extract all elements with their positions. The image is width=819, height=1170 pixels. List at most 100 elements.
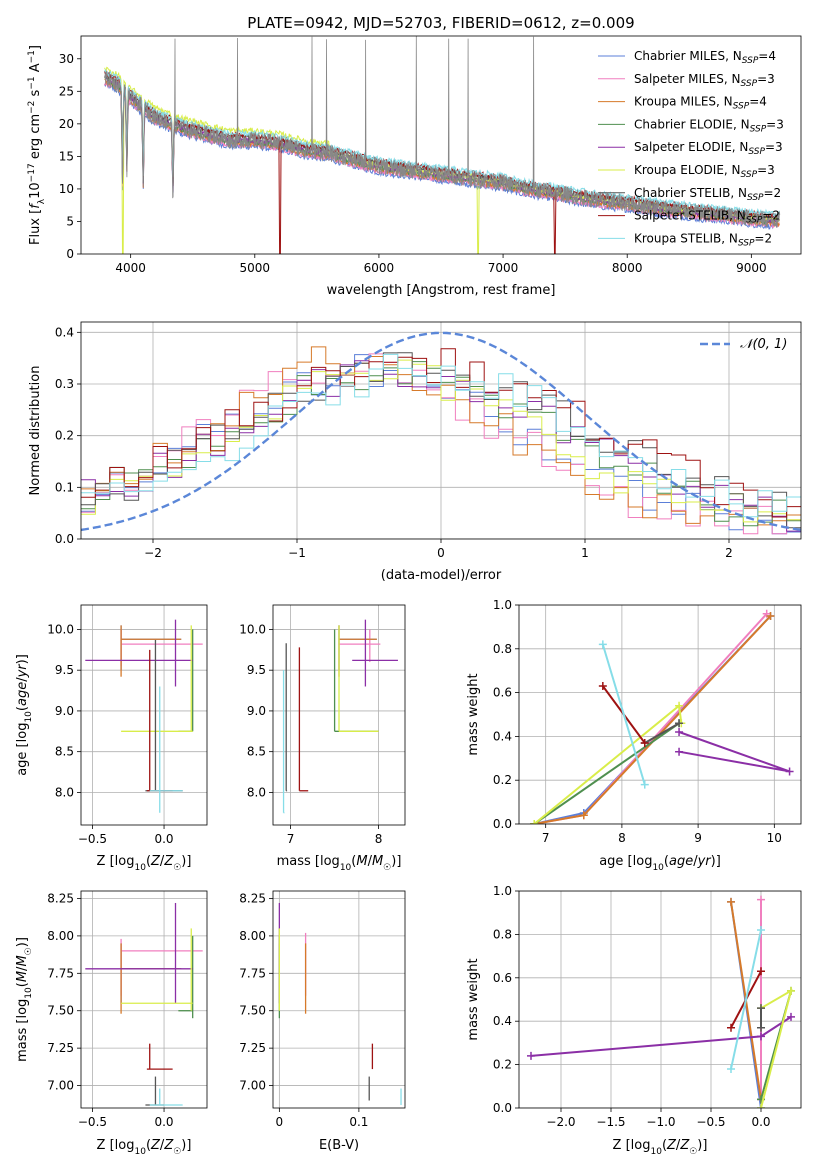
y-tick-label: 7.25 (47, 1041, 74, 1055)
y-tick-label: 1.0 (493, 884, 512, 898)
x-tick-label: 8000 (612, 261, 643, 275)
plot-area (519, 891, 801, 1108)
legend-label-tail: =2 (762, 209, 780, 223)
y-axis-label: mass weight (466, 673, 481, 755)
x-tick-label: −0.5 (78, 1115, 107, 1129)
x-axis-label: Z [log10(Z/Z☉)] (97, 1138, 192, 1157)
legend-label: Chabrier STELIB, NSSP=2 (634, 186, 781, 203)
axes-frame (518, 604, 802, 825)
weight-marker (757, 1104, 765, 1108)
y-tick-label: 25 (59, 84, 74, 98)
axes-frame (272, 890, 406, 1109)
weight-marker (785, 767, 794, 776)
legend-label-sub: SSP (738, 238, 755, 248)
weight-marker (727, 1023, 735, 1032)
x-axis-label: Z [log10(Z/Z☉)] (613, 1138, 708, 1157)
plot-area (81, 605, 207, 825)
weight-line (730, 929, 762, 1070)
y-tick-label: 9.0 (247, 704, 266, 718)
x-tick-label: −2.0 (546, 1115, 575, 1129)
y-tick-label: 7.00 (239, 1079, 266, 1093)
x-tick-label: 7000 (488, 261, 519, 275)
legend-label: Kroupa STELIB, NSSP=2 (634, 231, 772, 248)
x-axis-label: mass [log10(M/M☉)] (277, 854, 402, 873)
y-axis-label: Flux [fλ10−17 erg cm−2 s−1 A−1] (27, 45, 47, 245)
weight-marker (640, 738, 649, 747)
residuals-legend: 𝒩(0, 1) (700, 337, 787, 352)
y-tick-label: 0.6 (493, 686, 512, 700)
weight-series (527, 1012, 795, 1060)
axes-frame (272, 604, 406, 826)
y-tick-label: 5 (66, 214, 74, 228)
error-cross (298, 647, 309, 792)
axes-residuals: −2 −1 0 1 2 0.0 0.1 0.2 0.3 0.4 (data-model)/error… (28, 321, 802, 583)
weight-marker (598, 682, 607, 691)
weight-marker (527, 1051, 535, 1060)
weight-series (757, 1004, 765, 1032)
error-cross (121, 928, 193, 1011)
y-tick-label: 0.4 (55, 325, 74, 339)
error-cross (120, 625, 182, 671)
spectrum-model-line (104, 68, 780, 218)
x-tick-label: 5000 (240, 261, 271, 275)
y-tick-label: 10 (59, 182, 74, 196)
legend-label-sub: SSP (747, 193, 764, 203)
error-cross (338, 625, 377, 671)
legend-label: Kroupa MILES, NSSP=4 (634, 95, 767, 112)
weight-line (533, 722, 680, 824)
weight-line (601, 644, 646, 785)
x-tick-label: −1.0 (646, 1115, 675, 1129)
weight-line (533, 703, 683, 824)
x-tick-label: −1.5 (596, 1115, 625, 1129)
weight-marker (757, 967, 765, 976)
axes-spectrum: 4000 5000 6000 7000 8000 9000 0 5 10 15 20 25 30 PLAT… (27, 14, 802, 298)
y-tick-label: 8.00 (239, 929, 266, 943)
legend-label-main: Kroupa MILES, N (634, 95, 733, 109)
y-tick-label: 7.50 (47, 1004, 74, 1018)
x-axis-label: (data-model)/error (381, 568, 502, 583)
x-tick-label: 0 (437, 546, 445, 560)
x-tick-label: 0.0 (154, 832, 173, 846)
weight-series (530, 719, 684, 824)
weight-marker (757, 895, 765, 904)
x-tick-label: 0.0 (154, 1115, 173, 1129)
weight-marker (579, 811, 588, 820)
y-tick-label: 30 (59, 52, 74, 66)
legend-label-tail: =4 (749, 95, 767, 109)
y-tick-label: 8.25 (239, 891, 266, 905)
spectrum-observed-line (104, 36, 781, 228)
legend-label-main: Chabrier STELIB, N (634, 186, 747, 200)
axes-frame (80, 321, 802, 540)
y-tick-label: 9.5 (247, 663, 266, 677)
y-tick-label: 8.00 (47, 929, 74, 943)
weight-marker (675, 701, 684, 710)
y-tick-label: 7.50 (239, 1004, 266, 1018)
error-cross (85, 619, 193, 687)
legend-label-sub: SSP (733, 102, 750, 112)
weight-marker (787, 986, 795, 995)
axes-frame (518, 890, 802, 1109)
error-cross (338, 625, 377, 677)
weight-marker (757, 1004, 765, 1013)
plot-area (81, 322, 801, 539)
y-tick-label: 10.0 (47, 622, 74, 636)
plot-area (273, 891, 405, 1108)
y-axis-label: age [log10(age/yr)] (15, 654, 34, 776)
weight-series (530, 701, 686, 824)
legend-label-tail: =2 (764, 186, 782, 200)
x-axis-label: Z [log10(Z/Z☉)] (97, 854, 192, 873)
axes-age_vs_Z: −0.5 0.0 8.0 8.5 9.0 9.5 10.0 Z [log10(Z/Z☉)] ag… (15, 604, 208, 873)
legend-label-main: Kroupa STELIB, N (634, 231, 738, 245)
x-tick-label: 0.0 (751, 1115, 770, 1129)
y-tick-label: 20 (59, 117, 74, 131)
x-tick-label: −2 (144, 546, 162, 560)
y-tick-label: 0.4 (493, 1014, 512, 1028)
y-tick-label: 0.0 (493, 1101, 512, 1115)
legend-label-tail: =3 (757, 163, 775, 177)
error-cross (339, 629, 381, 663)
weight-marker (757, 1023, 765, 1032)
x-tick-label: −0.5 (696, 1115, 725, 1129)
weight-marker (598, 640, 607, 649)
y-tick-label: 0.2 (493, 773, 512, 787)
